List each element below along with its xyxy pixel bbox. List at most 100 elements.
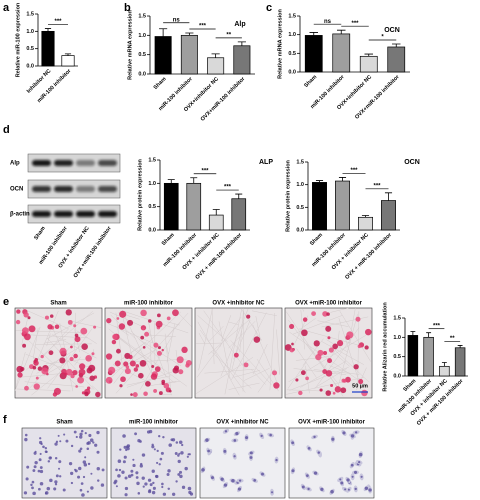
stain-spot	[93, 325, 97, 329]
stain-spot	[73, 353, 78, 359]
bar	[335, 180, 350, 231]
blot-band	[32, 186, 51, 192]
texture	[166, 322, 181, 338]
nucleus	[317, 451, 321, 454]
nucleus	[167, 487, 171, 491]
nucleus	[54, 480, 58, 484]
nucleus	[59, 440, 62, 443]
nucleus	[313, 471, 318, 475]
stain-spot	[355, 316, 361, 322]
stain-spot	[33, 360, 39, 366]
stain-spot	[154, 366, 161, 372]
nucleus	[118, 468, 122, 472]
nucleus	[151, 490, 156, 495]
nucleus	[96, 450, 100, 454]
bar	[358, 216, 373, 231]
texture	[108, 328, 175, 383]
stain-spot	[49, 314, 54, 318]
stain-spot	[20, 366, 25, 372]
stain-spot	[322, 350, 328, 356]
stain-spot	[334, 386, 342, 393]
stain-spot	[70, 345, 73, 349]
texture	[35, 343, 92, 345]
y-tick-label: 1.5	[393, 315, 401, 321]
nucleus	[354, 487, 357, 491]
stain-spot	[143, 391, 148, 397]
blot-strip	[27, 153, 121, 173]
nucleus	[153, 448, 156, 451]
bar	[454, 347, 466, 377]
nucleus	[32, 469, 36, 472]
significance-label: ***	[433, 323, 441, 329]
nucleus	[32, 491, 36, 496]
stain-spot	[185, 360, 192, 366]
stain-spot	[364, 345, 369, 350]
stain-spot	[118, 323, 126, 330]
texture	[198, 332, 206, 345]
texture	[239, 308, 244, 353]
stain-spot	[65, 309, 72, 316]
stain-spot	[357, 344, 362, 349]
texture	[59, 322, 74, 392]
nucleus	[70, 471, 74, 476]
texture	[357, 311, 360, 387]
texture	[164, 333, 172, 396]
stain-spot	[246, 314, 251, 319]
stain-spot	[346, 331, 354, 339]
stain-spot	[156, 350, 162, 356]
nucleus	[136, 481, 140, 486]
nucleus	[132, 458, 135, 461]
nucleus	[233, 439, 237, 442]
nucleus	[339, 478, 342, 481]
texture	[115, 312, 189, 394]
nucleus	[37, 469, 41, 473]
texture	[224, 308, 243, 395]
texture	[31, 368, 65, 396]
nucleus	[70, 481, 74, 485]
nucleus	[181, 443, 184, 447]
bar	[387, 46, 406, 73]
nucleus	[175, 441, 179, 444]
bar	[231, 198, 247, 231]
stain-spot	[130, 393, 133, 396]
nucleus	[342, 431, 346, 435]
stain-spot	[133, 367, 139, 372]
stain-spot	[91, 352, 95, 356]
stain-spot	[172, 309, 179, 317]
nucleus	[358, 461, 361, 464]
error-bar	[410, 331, 416, 336]
nucleus	[238, 479, 242, 482]
nucleus	[86, 490, 89, 493]
stain-spot	[340, 387, 347, 394]
significance-label: ***	[350, 168, 358, 174]
nucleus	[38, 458, 42, 462]
texture	[228, 321, 239, 325]
nucleus	[166, 472, 170, 476]
stain-spot	[336, 340, 344, 347]
y-tick-label: 1.0	[296, 182, 304, 188]
nucleus	[149, 483, 153, 487]
stain-spot	[233, 352, 239, 358]
stain-spot	[16, 309, 21, 314]
stain-spot	[325, 370, 333, 377]
error-bar	[309, 32, 319, 36]
y-tick-label: 1.5	[138, 13, 146, 19]
nucleus	[253, 479, 257, 482]
texture	[149, 342, 153, 376]
nucleus	[132, 463, 136, 468]
nucleus	[151, 469, 155, 473]
stain-spot	[124, 368, 131, 375]
error-bar	[64, 53, 72, 56]
nucleus	[141, 476, 145, 480]
x-tick-label: OVX+miR-100 inhibitor	[200, 76, 247, 123]
nucleus	[142, 485, 145, 488]
stain-spot	[119, 310, 127, 318]
texture	[286, 389, 335, 392]
stain-spot	[155, 320, 163, 328]
significance-label: ***	[351, 21, 359, 27]
texture	[47, 338, 95, 390]
nucleus	[59, 475, 62, 478]
stain-spot	[305, 376, 309, 381]
blot-row-label: OCN	[10, 187, 23, 193]
image-title: miR-100 inhibitor	[124, 301, 174, 307]
